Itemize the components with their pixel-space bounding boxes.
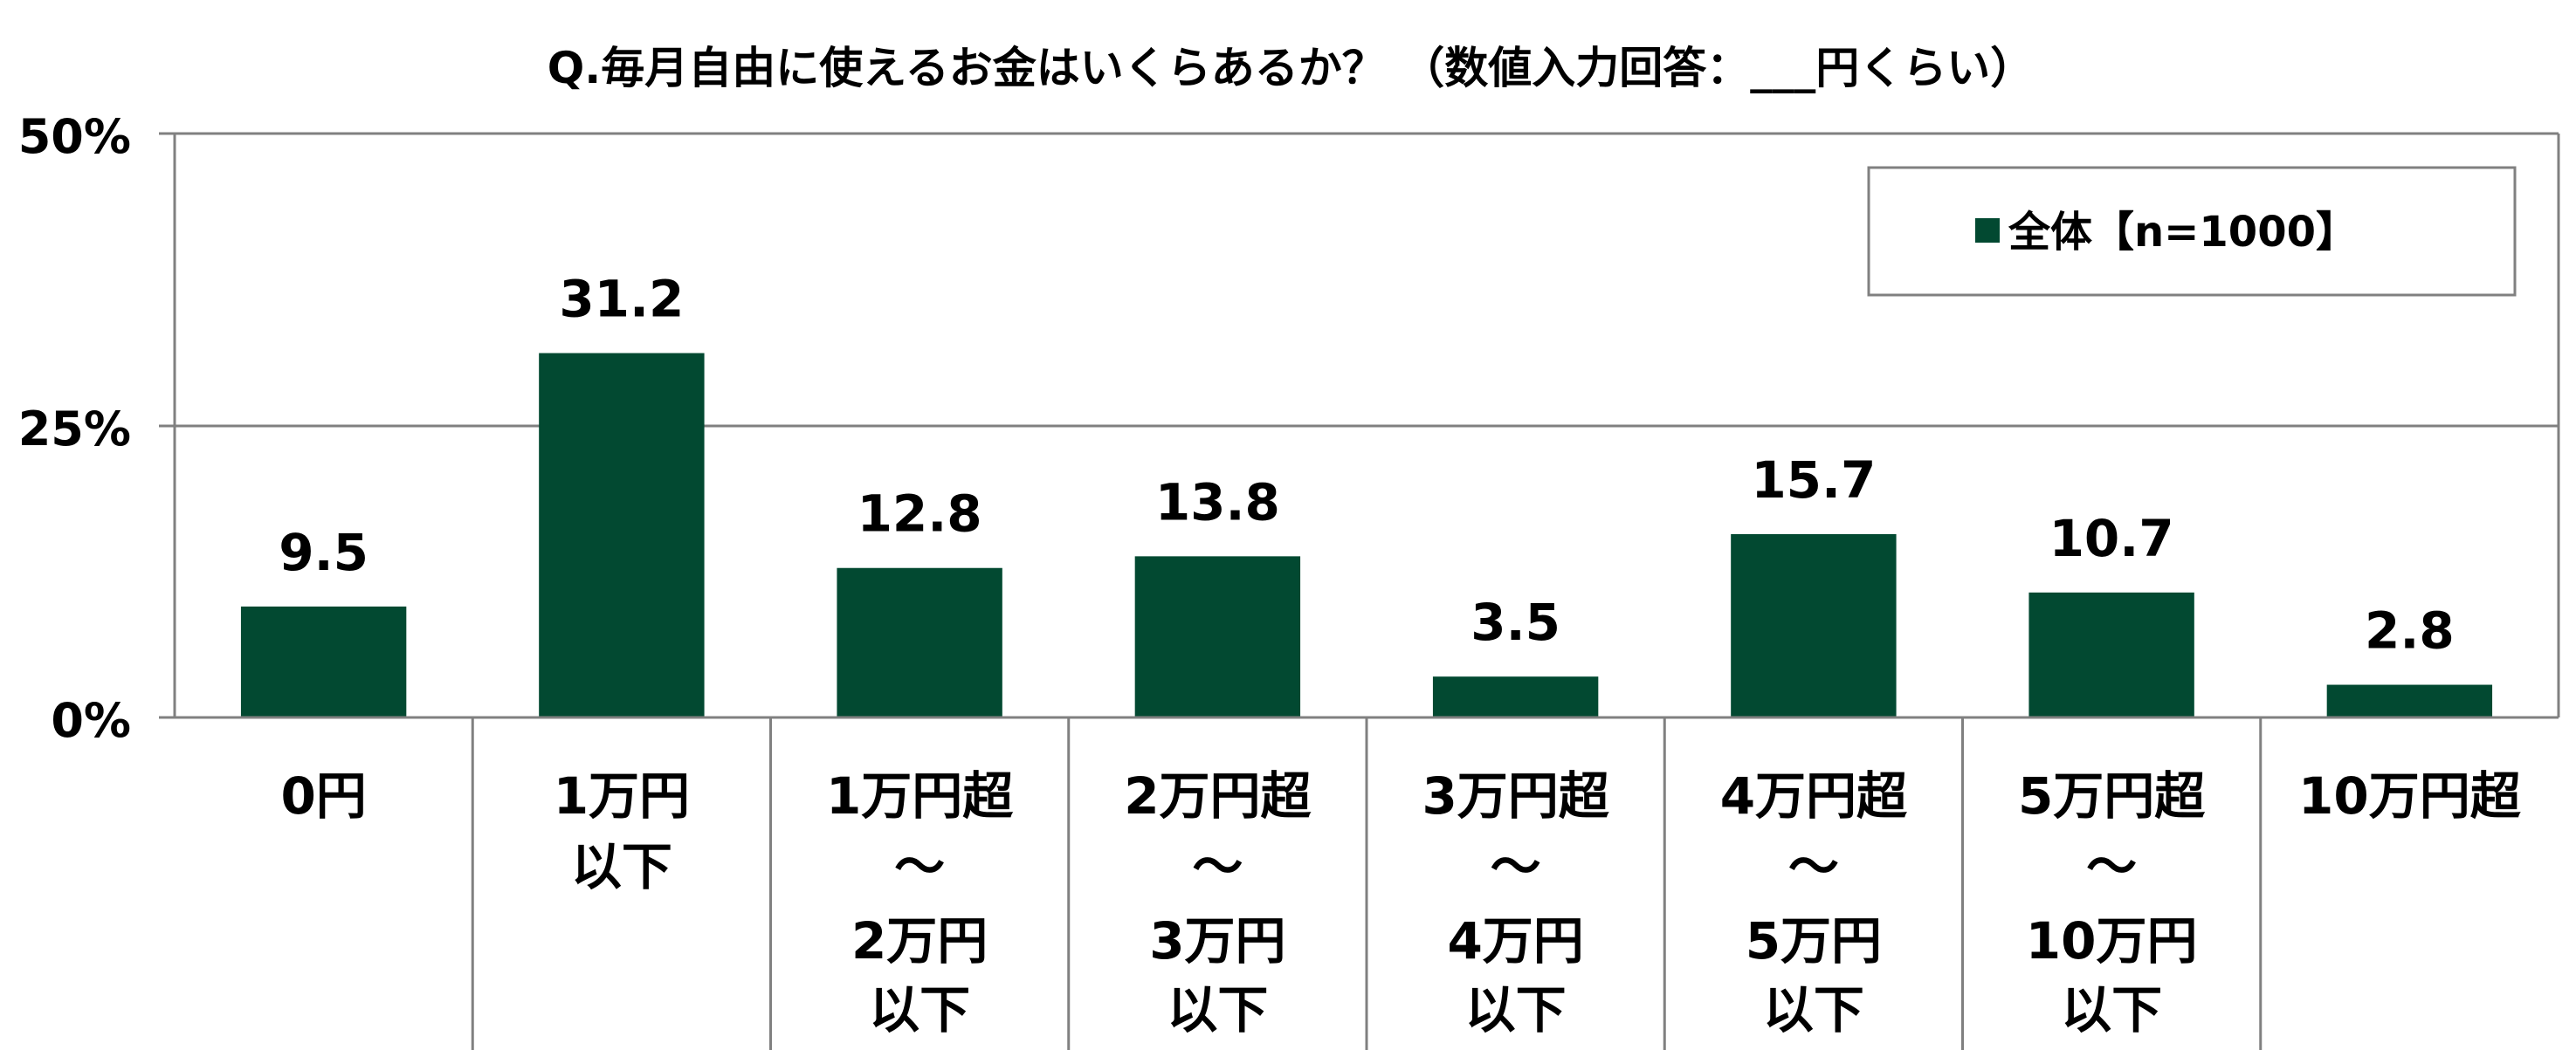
value-label-4: 3.5 xyxy=(1471,593,1560,652)
category-label-2-line-1: ～ xyxy=(894,837,945,896)
y-tick-label-0: 0% xyxy=(51,693,131,748)
category-label-3-line-1: ～ xyxy=(1192,837,1243,896)
bar-5 xyxy=(1731,533,1897,717)
category-label-4-line-2: 4万円 xyxy=(1447,911,1583,971)
category-label-5-line-3: 以下 xyxy=(1763,980,1864,1040)
value-label-6: 10.7 xyxy=(2049,509,2174,568)
bar-0 xyxy=(240,606,407,717)
category-label-1-line-0: 1万円 xyxy=(554,766,690,826)
category-label-3-line-3: 以下 xyxy=(1167,980,1268,1040)
value-label-2: 12.8 xyxy=(858,484,982,544)
category-label-2-line-0: 1万円超 xyxy=(826,766,1014,826)
category-label-5-line-1: ～ xyxy=(1788,837,1839,896)
bar-3 xyxy=(1134,556,1301,717)
category-label-6-line-3: 以下 xyxy=(2061,980,2162,1040)
category-label-2-line-2: 2万円 xyxy=(851,911,988,971)
bar-2 xyxy=(837,567,1002,717)
category-label-3-line-2: 3万円 xyxy=(1149,911,1285,971)
category-label-6-line-1: ～ xyxy=(2086,837,2137,896)
y-axis: 50% 25% 0% xyxy=(18,109,176,748)
category-label-7-line-0: 10万円超 xyxy=(2298,766,2522,826)
value-label-3: 13.8 xyxy=(1155,472,1280,532)
category-label-0-line-0: 0円 xyxy=(280,766,366,826)
bar-6 xyxy=(2028,592,2194,717)
y-tick-label-50: 50% xyxy=(18,109,131,164)
category-label-6-line-0: 5万円超 xyxy=(2018,766,2206,826)
bars-group xyxy=(240,353,2493,717)
bar-7 xyxy=(2326,684,2493,717)
category-label-6-line-2: 10万円 xyxy=(2026,911,2198,971)
category-label-4-line-0: 3万円超 xyxy=(1422,766,1609,826)
bar-4 xyxy=(1432,676,1599,717)
bar-1 xyxy=(539,353,705,717)
category-label-2-line-3: 以下 xyxy=(869,980,970,1040)
category-label-3-line-0: 2万円超 xyxy=(1124,766,1312,826)
category-label-5-line-0: 4万円超 xyxy=(1720,766,1908,826)
category-label-4-line-1: ～ xyxy=(1491,837,1541,896)
category-labels-group: 0円 1万円以下1万円超～2万円以下2万円超～3万円以下3万円超～4万円以下4万円… xyxy=(280,766,2521,1040)
value-labels-group: 9.5 31.2 12.8 13.8 3.5 15.7 10.7 2.8 xyxy=(279,270,2455,661)
category-dividers xyxy=(471,717,2263,1050)
legend-label: 全体【n=1000】 xyxy=(2008,208,2358,257)
value-label-5: 15.7 xyxy=(1751,450,1876,510)
legend-swatch xyxy=(1975,218,2000,243)
category-label-5-line-2: 5万円 xyxy=(1746,911,1882,971)
category-label-4-line-3: 以下 xyxy=(1465,980,1567,1040)
value-label-7: 2.8 xyxy=(2365,601,2455,661)
value-label-1: 31.2 xyxy=(559,270,684,329)
legend: 全体【n=1000】 xyxy=(1867,166,2517,297)
value-label-0: 9.5 xyxy=(279,523,368,582)
y-tick-label-25: 25% xyxy=(18,401,131,456)
chart-title: Q.毎月自由に使えるお金はいくらあるか？ （数値入力回答：___円くらい） xyxy=(548,43,2034,93)
category-label-1-line-1: 以下 xyxy=(571,837,672,896)
